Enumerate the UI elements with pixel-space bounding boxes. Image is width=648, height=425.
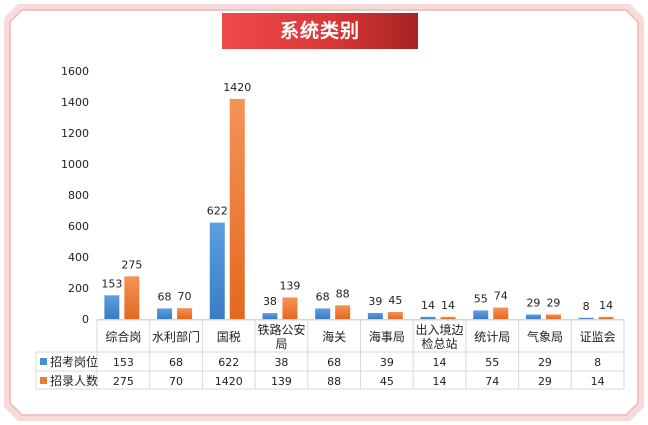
data-label: 139 [279,279,300,292]
x-tick-label: 海事局 [369,329,405,344]
bar-positions-1 [104,295,120,319]
table-cell: 139 [271,375,292,388]
data-label: 88 [336,287,350,300]
data-label: 29 [526,297,540,310]
bar-positions-9 [525,314,541,319]
data-label: 70 [178,290,192,303]
table-cell: 70 [169,375,183,388]
bar-hires-1 [124,276,140,319]
bar-positions-4 [262,313,278,319]
table-cell: 275 [113,375,134,388]
table-cell: 55 [485,356,499,369]
bar-positions-10 [578,317,594,319]
x-tick-label: 铁路公安局 [257,322,305,351]
y-tick-label: 0 [82,313,89,326]
bar-hires-4 [282,297,298,319]
table-cell: 29 [538,356,552,369]
data-label: 14 [421,299,435,312]
table-cell: 68 [169,356,183,369]
legend-label: 招考岗位 [50,354,98,369]
table-cell: 1420 [215,375,243,388]
y-axis: 0 200 400 600 800 1000 1200 1400 1600 [61,65,89,326]
bar-positions-3 [209,222,225,319]
bar-hires-10 [598,316,614,319]
bar-positions-8 [473,310,489,319]
legend-swatch [40,358,47,365]
bar-positions-6 [367,312,383,319]
bar-positions-7 [420,316,436,319]
table-cell: 88 [327,375,341,388]
data-label: 14 [441,299,455,312]
data-label: 275 [121,258,142,271]
data-label: 74 [494,290,508,303]
x-tick-label: 出入境边检总站 [416,322,464,351]
data-label: 39 [368,295,382,308]
bar-hires-3 [229,98,245,320]
x-tick-label: 水利部门 [152,329,200,344]
x-tick-label: 统计局 [474,330,510,344]
bar-hires-9 [545,314,561,319]
table-cell: 45 [380,375,394,388]
x-tick-label: 气象局 [527,329,563,344]
data-label: 8 [583,300,590,313]
table-cell: 29 [538,375,552,388]
data-label: 1420 [223,81,251,94]
bar-hires-5 [335,305,351,319]
table-cell: 68 [327,356,341,369]
chart-title: 系统类别 [222,13,418,49]
x-tick-label: 综合岗 [105,329,141,344]
table-cell: 74 [485,375,499,388]
table-cell: 153 [113,356,134,369]
data-label: 153 [101,277,122,290]
x-tick-label: 海关 [322,329,346,344]
table-cell: 39 [380,356,394,369]
table-cell: 8 [594,356,601,369]
data-label: 29 [546,297,560,310]
bar-hires-2 [177,308,193,319]
data-label: 38 [263,295,277,308]
data-label: 68 [316,290,330,303]
x-tick-label: 证监会 [580,330,616,344]
y-tick-label: 1400 [61,96,89,109]
x-tick-label: 国税 [217,330,241,344]
y-tick-label: 1600 [61,65,89,78]
bar-positions-5 [315,308,331,319]
data-label: 14 [599,299,613,312]
y-tick-label: 400 [68,251,89,264]
y-tick-label: 600 [68,220,89,233]
y-tick-label: 800 [68,189,89,202]
table-cell: 14 [433,375,447,388]
table-cell: 622 [218,356,239,369]
data-label: 55 [474,292,488,305]
table-cell: 14 [433,356,447,369]
table-cell: 14 [591,375,605,388]
bar-hires-6 [387,312,403,319]
bar-hires-7 [440,316,456,319]
data-label: 68 [158,290,172,303]
bar-hires-8 [493,307,509,319]
table-cell: 38 [274,356,288,369]
y-tick-label: 1200 [61,127,89,140]
y-tick-label: 1000 [61,158,89,171]
data-label: 45 [388,294,402,307]
legend-swatch [40,377,47,384]
data-label: 622 [207,205,228,218]
legend-label: 招录人数 [50,373,98,388]
bar-positions-2 [157,308,173,319]
y-tick-label: 200 [68,282,89,295]
